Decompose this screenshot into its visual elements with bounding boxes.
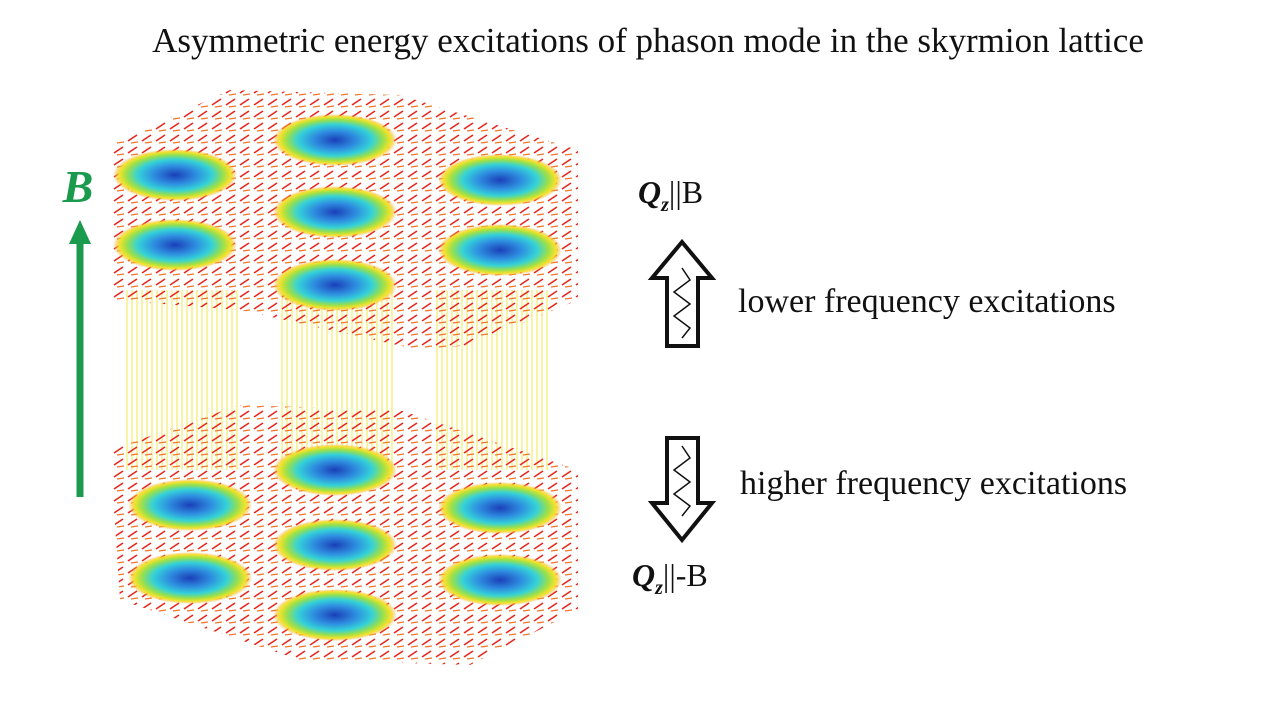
up-arrow <box>647 238 717 348</box>
upper-label: Qz||B <box>638 174 703 216</box>
symbol: Q <box>632 557 655 593</box>
upper-caption: lower frequency excitations <box>738 283 1116 320</box>
subscript: z <box>654 577 663 599</box>
symbol: Q <box>638 174 661 210</box>
lower-caption: higher frequency excitations <box>740 465 1127 502</box>
field-label: B <box>62 161 94 212</box>
down-arrow <box>647 436 717 544</box>
subscript: z <box>660 194 669 216</box>
relation: ||-B <box>663 557 708 593</box>
title: Asymmetric energy excitations of phason … <box>152 21 1144 60</box>
skyrmion-lattice-illustration <box>110 90 578 665</box>
relation: ||B <box>669 174 703 210</box>
field-arrow <box>69 220 91 497</box>
skyrmions <box>113 114 562 641</box>
lower-label: Qz||-B <box>632 557 708 599</box>
